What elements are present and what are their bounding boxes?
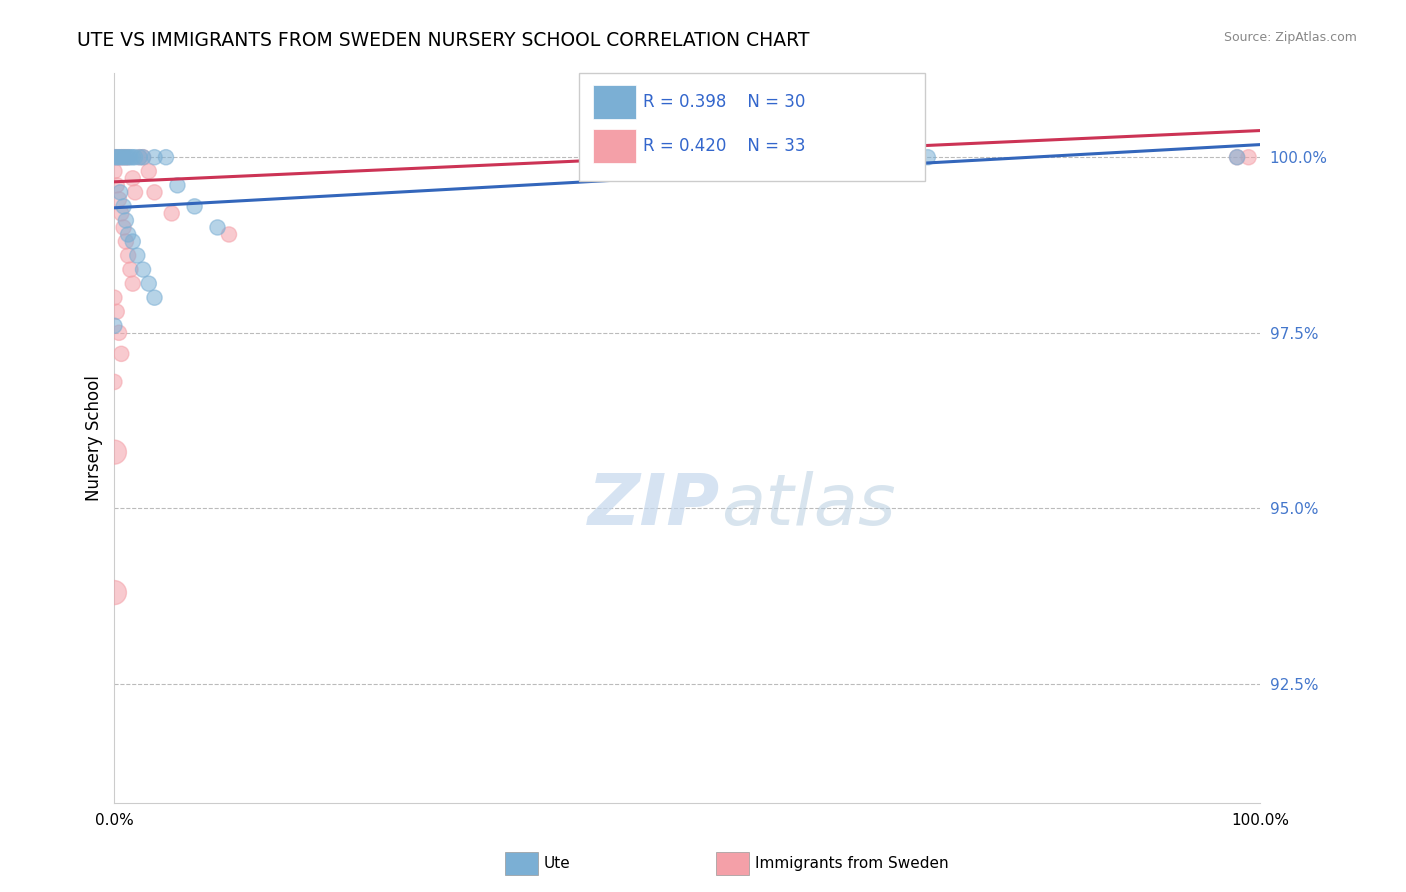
Point <box>108 150 131 164</box>
Point <box>110 150 132 164</box>
Point <box>108 150 131 164</box>
Text: Source: ZipAtlas.com: Source: ZipAtlas.com <box>1223 31 1357 45</box>
Point <box>105 150 128 164</box>
Point <box>103 150 125 164</box>
Point <box>115 150 138 164</box>
Point <box>103 318 125 333</box>
Point <box>121 277 143 291</box>
Point <box>166 178 188 193</box>
Point <box>183 199 205 213</box>
Point <box>218 227 240 242</box>
Point <box>160 206 183 220</box>
Point <box>103 375 125 389</box>
Point <box>143 291 166 305</box>
Point <box>110 347 132 361</box>
Point <box>108 193 131 207</box>
Text: atlas: atlas <box>720 471 896 540</box>
Point <box>132 150 155 164</box>
Point <box>138 164 160 178</box>
Point <box>117 150 139 164</box>
Point <box>108 326 131 340</box>
Point <box>120 150 142 164</box>
Point <box>207 220 229 235</box>
Point <box>105 150 128 164</box>
Point <box>127 248 149 262</box>
Y-axis label: Nursery School: Nursery School <box>86 376 103 501</box>
Point <box>103 585 125 599</box>
Point <box>132 262 155 277</box>
Point <box>124 186 146 200</box>
Point <box>1226 150 1249 164</box>
Point <box>103 150 125 164</box>
Text: R = 0.398    N = 30: R = 0.398 N = 30 <box>643 93 804 111</box>
Point <box>115 213 138 227</box>
Point <box>112 199 135 213</box>
Point <box>1226 150 1249 164</box>
Point <box>105 178 128 193</box>
Point <box>105 304 128 318</box>
Point <box>128 150 150 164</box>
Text: UTE VS IMMIGRANTS FROM SWEDEN NURSERY SCHOOL CORRELATION CHART: UTE VS IMMIGRANTS FROM SWEDEN NURSERY SC… <box>77 31 810 50</box>
Point <box>143 186 166 200</box>
Point <box>124 150 146 164</box>
Point <box>117 227 139 242</box>
Point <box>112 150 135 164</box>
Point <box>112 150 135 164</box>
Point <box>143 150 166 164</box>
Point <box>112 220 135 235</box>
Point <box>121 235 143 249</box>
Text: R = 0.420    N = 33: R = 0.420 N = 33 <box>643 137 806 155</box>
Point <box>120 262 142 277</box>
Text: Ute: Ute <box>544 856 571 871</box>
Point <box>108 186 131 200</box>
Point <box>665 150 688 164</box>
Point <box>917 150 939 164</box>
Point <box>121 171 143 186</box>
Point <box>155 150 177 164</box>
Point <box>110 206 132 220</box>
Point <box>103 164 125 178</box>
Point <box>103 291 125 305</box>
Point <box>1237 150 1260 164</box>
Point <box>115 235 138 249</box>
Point <box>132 150 155 164</box>
Text: ZIP: ZIP <box>588 471 720 540</box>
Point <box>121 150 143 164</box>
Point <box>138 277 160 291</box>
Point <box>103 445 125 459</box>
Point <box>110 150 132 164</box>
Point <box>117 150 139 164</box>
Text: Immigrants from Sweden: Immigrants from Sweden <box>755 856 949 871</box>
Point <box>128 150 150 164</box>
Point <box>115 150 138 164</box>
Point <box>117 248 139 262</box>
